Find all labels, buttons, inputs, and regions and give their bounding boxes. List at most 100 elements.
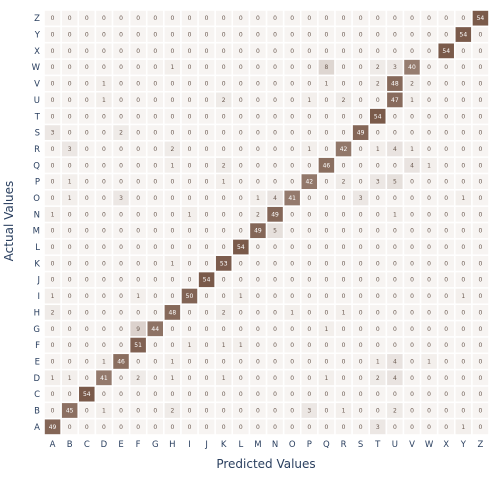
cell-value-label: 0 bbox=[290, 81, 294, 88]
cell-value-label: 0 bbox=[85, 179, 89, 186]
cell-value-label: 3 bbox=[393, 64, 397, 71]
heatmap-cell-K-C bbox=[79, 255, 95, 271]
cell-value-label: 0 bbox=[119, 32, 123, 39]
cell-value-label: 0 bbox=[239, 81, 243, 88]
cell-value-label: 0 bbox=[444, 326, 448, 333]
cell-value-label: 0 bbox=[119, 407, 123, 414]
heatmap-cell-T-K bbox=[215, 108, 232, 124]
cell-value-label: 0 bbox=[153, 375, 157, 382]
cell-value-label: 0 bbox=[410, 293, 414, 300]
cell-value-label: 0 bbox=[273, 424, 277, 431]
cell-value-label: 0 bbox=[136, 97, 140, 104]
cell-value-label: 5 bbox=[393, 179, 397, 186]
cell-value-label: 0 bbox=[136, 146, 140, 153]
cell-value-label: 0 bbox=[256, 326, 260, 333]
cell-value-label: 1 bbox=[170, 358, 174, 365]
heatmap-cell-I-H bbox=[164, 288, 181, 304]
heatmap-cell-G-X bbox=[438, 321, 454, 337]
cell-value-label: 0 bbox=[410, 326, 414, 333]
heatmap-cell-X-A bbox=[44, 43, 61, 59]
x-tick-label: P bbox=[307, 440, 312, 450]
cell-value-label: 0 bbox=[256, 64, 260, 71]
heatmap-cell-A-G bbox=[147, 419, 164, 435]
heatmap-cell-U-D bbox=[96, 92, 112, 108]
heatmap-cell-T-Q bbox=[318, 108, 335, 124]
heatmap-cell-E-C bbox=[79, 354, 95, 369]
heatmap-cell-Z-Q bbox=[318, 10, 335, 26]
y-tick-label: C bbox=[34, 390, 40, 400]
cell-value-label: 0 bbox=[205, 407, 209, 414]
cell-value-label: 0 bbox=[444, 130, 448, 137]
heatmap-cell-W-F bbox=[130, 59, 146, 75]
cell-value-label: 0 bbox=[153, 260, 157, 267]
cell-value-label: 1 bbox=[222, 179, 226, 186]
cell-value-label: 0 bbox=[205, 260, 209, 267]
heatmap-cell-W-S bbox=[352, 59, 369, 75]
heatmap-cell-T-M bbox=[250, 108, 266, 124]
heatmap-cell-U-H bbox=[164, 92, 181, 108]
y-tick-label: P bbox=[35, 178, 40, 188]
cell-value-label: 0 bbox=[102, 211, 106, 218]
cell-value-label: 0 bbox=[102, 195, 106, 202]
cell-value-label: 0 bbox=[119, 64, 123, 71]
heatmap-cell-C-J bbox=[198, 386, 215, 402]
heatmap-cell-L-N bbox=[267, 239, 283, 255]
cell-value-label: 0 bbox=[153, 211, 157, 218]
heatmap-cell-H-I bbox=[181, 305, 198, 320]
heatmap-cell-S-B bbox=[61, 125, 78, 140]
heatmap-cell-P-O bbox=[284, 174, 300, 190]
heatmap-cell-M-I bbox=[181, 223, 198, 239]
heatmap-cell-A-Q bbox=[318, 419, 335, 435]
cell-value-label: 0 bbox=[479, 424, 483, 431]
heatmap-cell-V-N bbox=[267, 76, 283, 91]
cell-value-label: 0 bbox=[324, 424, 328, 431]
heatmap-cell-Q-C bbox=[79, 157, 95, 173]
heatmap-cell-J-N bbox=[267, 272, 283, 288]
heatmap-cell-E-S bbox=[352, 354, 369, 369]
cell-value-label: 0 bbox=[307, 228, 311, 235]
cell-value-label: 0 bbox=[256, 146, 260, 153]
heatmap-cell-M-S bbox=[352, 223, 369, 239]
heatmap-cell-X-C bbox=[79, 43, 95, 59]
cell-value-label: 0 bbox=[205, 162, 209, 169]
heatmap-cell-K-W bbox=[421, 255, 437, 271]
cell-value-label: 0 bbox=[51, 244, 55, 251]
heatmap-cell-L-G bbox=[147, 239, 164, 255]
heatmap-cell-P-A bbox=[44, 174, 61, 190]
cell-value-label: 0 bbox=[324, 260, 328, 267]
heatmap-cell-A-C bbox=[79, 419, 95, 435]
heatmap-cell-R-W bbox=[421, 141, 437, 157]
heatmap-cell-B-U bbox=[387, 403, 403, 418]
heatmap-cell-O-T bbox=[369, 190, 386, 206]
heatmap-cell-X-E bbox=[113, 43, 129, 59]
cell-value-label: 1 bbox=[136, 293, 140, 300]
heatmap-cell-J-Y bbox=[455, 272, 472, 288]
cell-value-label: 0 bbox=[205, 391, 209, 398]
heatmap-cell-A-X bbox=[438, 419, 454, 435]
cell-value-label: 0 bbox=[479, 97, 483, 104]
cell-value-label: 0 bbox=[444, 81, 448, 88]
cell-value-label: 0 bbox=[68, 391, 72, 398]
heatmap-cell-J-D bbox=[96, 272, 112, 288]
cell-value-label: 0 bbox=[188, 179, 192, 186]
cell-value-label: 2 bbox=[222, 97, 226, 104]
heatmap-cell-Q-Z bbox=[472, 157, 489, 173]
cell-value-label: 0 bbox=[256, 244, 260, 251]
heatmap-cell-H-C bbox=[79, 305, 95, 320]
heatmap-cell-S-L bbox=[233, 125, 249, 140]
cell-value-label: 0 bbox=[153, 113, 157, 120]
cell-value-label: 0 bbox=[205, 228, 209, 235]
heatmap-cell-M-C bbox=[79, 223, 95, 239]
cell-value-label: 0 bbox=[188, 228, 192, 235]
heatmap-cell-P-L bbox=[233, 174, 249, 190]
heatmap-cell-W-K bbox=[215, 59, 232, 75]
x-tick-label: R bbox=[341, 440, 347, 450]
cell-value-label: 0 bbox=[68, 260, 72, 267]
heatmap-cell-K-D bbox=[96, 255, 112, 271]
cell-value-label: 0 bbox=[307, 326, 311, 333]
heatmap-cell-G-G bbox=[147, 321, 164, 337]
cell-value-label: 0 bbox=[479, 146, 483, 153]
cell-value-label: 0 bbox=[342, 277, 346, 284]
